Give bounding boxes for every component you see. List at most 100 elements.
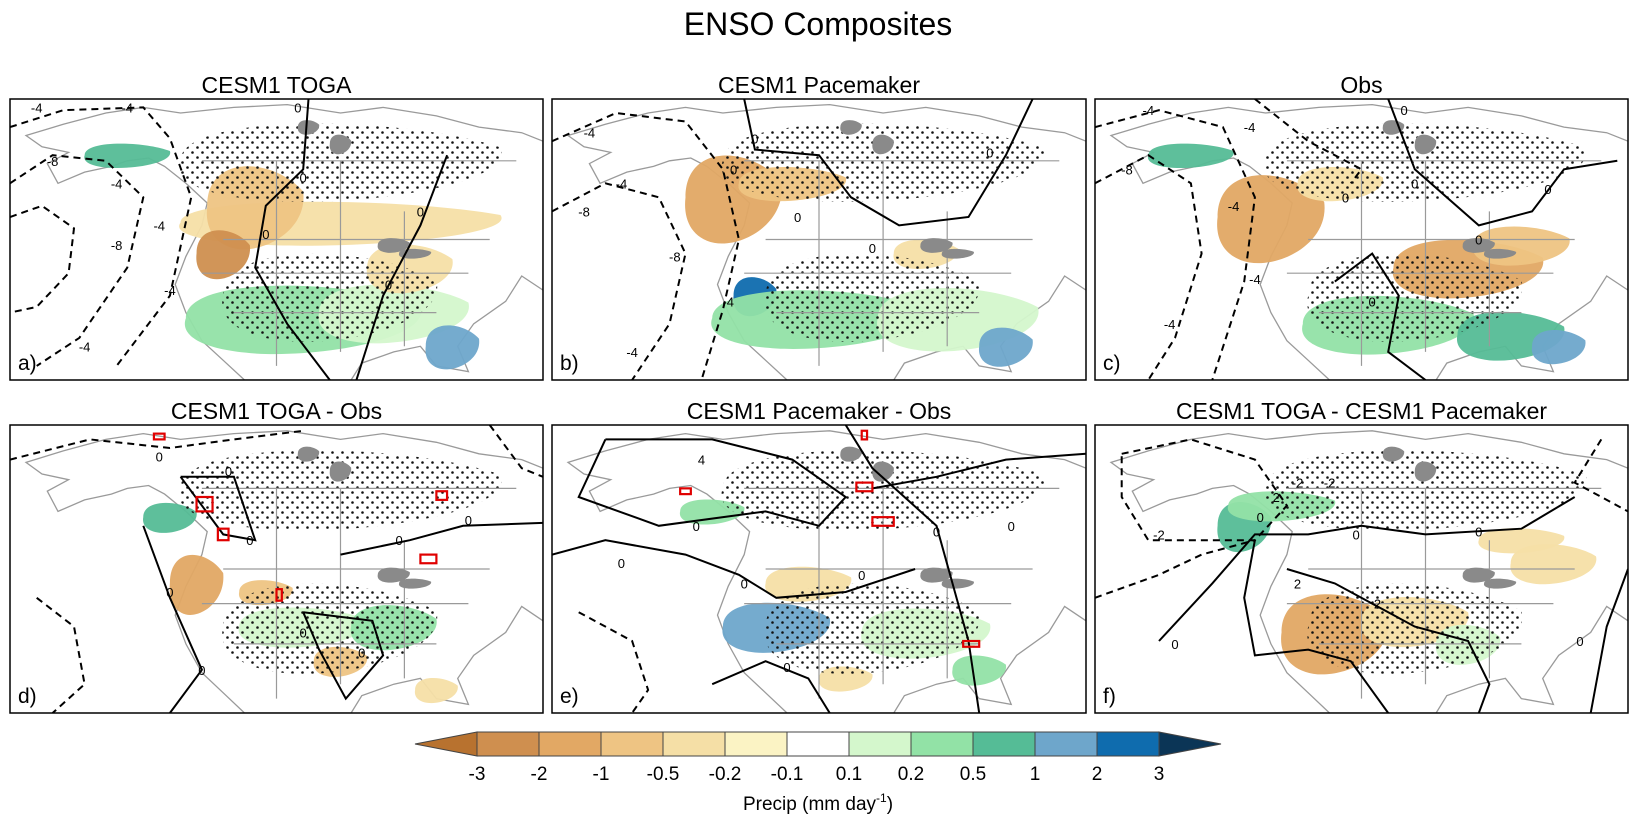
colorbar-segment bbox=[848, 731, 912, 757]
contour-line bbox=[1254, 99, 1364, 184]
contour-line bbox=[10, 106, 193, 367]
contour-line bbox=[302, 611, 385, 701]
map-panel: CESM1 TOGA - Obs 0 0 0 0 0 0 0 0 0 d) bbox=[9, 398, 544, 714]
contour-label: 0 bbox=[156, 450, 163, 465]
significance-box bbox=[195, 495, 214, 513]
contour-label: -4 bbox=[79, 339, 91, 354]
significance-box bbox=[435, 490, 449, 501]
colorbar-segment bbox=[972, 731, 1036, 757]
contour-label: 0 bbox=[1257, 510, 1264, 525]
contour-label: 0 bbox=[198, 663, 205, 678]
contour-line bbox=[179, 475, 257, 542]
contour-label: -4 bbox=[1249, 272, 1261, 287]
precip-shading bbox=[952, 655, 1007, 686]
precip-shading bbox=[1147, 143, 1234, 169]
precip-shading bbox=[1217, 175, 1325, 264]
significance-box bbox=[871, 516, 895, 527]
contour-label: 0 bbox=[730, 162, 737, 177]
contour-label: -4 bbox=[111, 176, 123, 191]
contour-label: 0 bbox=[465, 513, 472, 528]
contour-label: 0 bbox=[358, 646, 365, 661]
contour-label: 0 bbox=[1353, 527, 1360, 542]
contour-label: -4 bbox=[121, 100, 133, 115]
contour-line bbox=[1286, 568, 1491, 713]
map-panel: CESM1 TOGA -4 -4 -4 -8 -8 -4 -4 -4 0 0 0 0 0 a) bbox=[9, 72, 544, 381]
colorbar-segment bbox=[662, 731, 726, 757]
contour-label: -8 bbox=[47, 154, 59, 169]
contour-line bbox=[711, 660, 831, 713]
contour-line bbox=[844, 425, 981, 713]
colorbar-segment bbox=[1034, 731, 1098, 757]
lake bbox=[920, 567, 953, 583]
significance-box bbox=[419, 553, 438, 565]
lake bbox=[1483, 578, 1517, 589]
contour-label: -4 bbox=[584, 126, 596, 141]
contour-label: 0 bbox=[618, 556, 625, 571]
colorbar-segment bbox=[724, 731, 788, 757]
contour-label: 0 bbox=[1576, 634, 1583, 649]
precip-shading bbox=[84, 143, 171, 169]
lake bbox=[941, 248, 974, 259]
lake bbox=[872, 461, 894, 482]
contour-label: 0 bbox=[166, 585, 173, 600]
colorbar-tick-label: 1 bbox=[1030, 764, 1041, 785]
panel-title: CESM1 TOGA bbox=[202, 72, 353, 98]
contour-line bbox=[36, 597, 86, 713]
significance-box bbox=[962, 639, 981, 648]
panel-title: Obs bbox=[1340, 72, 1382, 98]
contour-label: -2 bbox=[1153, 527, 1165, 542]
contour-line bbox=[1387, 99, 1618, 227]
lake bbox=[1414, 461, 1437, 482]
contour-line bbox=[142, 525, 204, 713]
colorbar-segment bbox=[910, 731, 974, 757]
contour-label: 0 bbox=[417, 204, 424, 219]
contour-label: -4 bbox=[153, 218, 165, 233]
contour-label: 2 bbox=[1273, 490, 1280, 505]
lake bbox=[377, 238, 410, 253]
contour-label: 0 bbox=[1171, 637, 1178, 652]
panel-title: CESM1 Pacemaker bbox=[718, 72, 920, 98]
lake bbox=[1462, 238, 1495, 253]
contour-label: -4 bbox=[722, 294, 734, 309]
lake bbox=[329, 134, 352, 155]
lake bbox=[1382, 120, 1405, 135]
lake bbox=[398, 578, 432, 589]
contour-label: -4 bbox=[31, 100, 43, 115]
contour-label: 0 bbox=[1544, 182, 1551, 197]
precip-shading bbox=[414, 678, 458, 704]
colorbar-tick-label: -0.1 bbox=[771, 764, 804, 785]
colorbar-label-sup: -1 bbox=[876, 791, 887, 805]
significance-box bbox=[216, 527, 230, 542]
panel-letter: a) bbox=[18, 352, 37, 375]
contour-label: 2 bbox=[1294, 576, 1301, 591]
contour-label: -2 bbox=[1292, 476, 1304, 491]
lake bbox=[840, 120, 862, 135]
contour-label: 0 bbox=[794, 210, 801, 225]
contour-line bbox=[355, 154, 449, 380]
figure-title: ENSO Composites bbox=[684, 6, 953, 42]
contour-label: 0 bbox=[294, 100, 301, 115]
contour-label: 0 bbox=[783, 660, 790, 675]
significance-box bbox=[152, 432, 166, 441]
contour-label: -8 bbox=[1121, 162, 1133, 177]
contour-line bbox=[577, 438, 848, 527]
contour-line bbox=[578, 611, 650, 713]
precip-shading bbox=[1478, 528, 1565, 554]
contour-label: -2 bbox=[1324, 476, 1336, 491]
panel-letter: d) bbox=[18, 685, 37, 708]
colorbar-tick-label: 0.1 bbox=[836, 764, 862, 785]
contour-line bbox=[254, 99, 331, 380]
significance-box bbox=[855, 481, 874, 493]
colorbar-tick-label: -0.5 bbox=[647, 764, 680, 785]
contour-label: -8 bbox=[669, 249, 681, 264]
colorbar: -3 -2 -1 -0.5 -0.2 -0.1 0.1 0.2 0.5 1 2 3 Precip (mm… bbox=[414, 731, 1222, 815]
contour-line bbox=[10, 204, 76, 314]
contour-label: 0 bbox=[869, 241, 876, 256]
contour-label: 0 bbox=[986, 145, 993, 160]
colorbar-segment bbox=[600, 731, 664, 757]
panel-letter: c) bbox=[1103, 352, 1121, 375]
lake bbox=[1382, 446, 1405, 462]
colorbar-label-main: Precip (mm day bbox=[743, 794, 877, 815]
panel-title: CESM1 Pacemaker - Obs bbox=[687, 398, 952, 424]
contour-label: 0 bbox=[1411, 176, 1418, 191]
